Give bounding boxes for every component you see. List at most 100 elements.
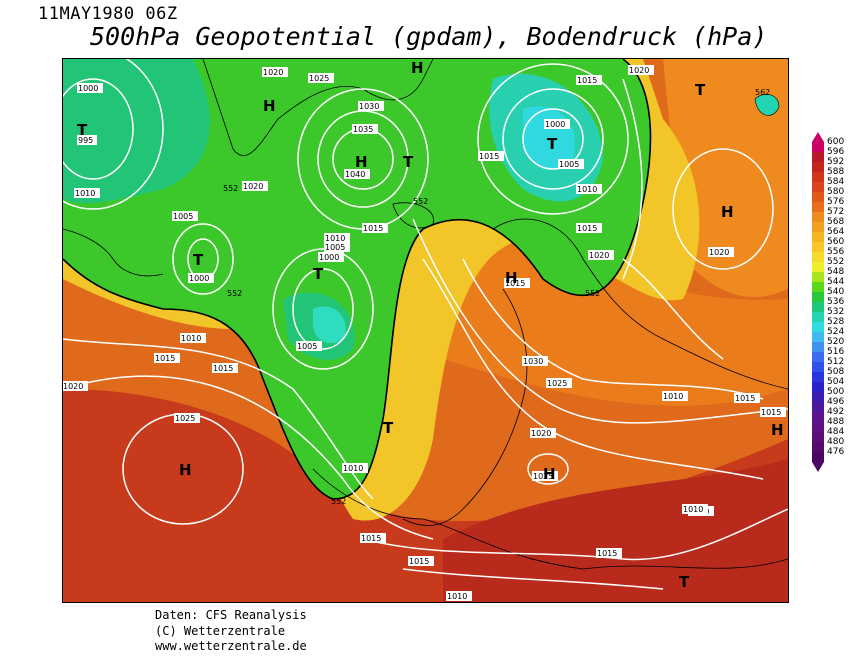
- pressure-center-low: T: [313, 265, 324, 283]
- colorbar-step: [812, 232, 824, 242]
- credits-data-source: Daten: CFS Reanalysis: [155, 608, 307, 622]
- pressure-center-high: H: [179, 461, 192, 479]
- contour-label: 1020: [629, 66, 649, 75]
- contour-label: 1005: [297, 342, 317, 351]
- colorbar-label: 488: [827, 417, 845, 427]
- colorbar-step: [812, 152, 824, 162]
- colorbar-step: [812, 332, 824, 342]
- contour-label: 1010: [343, 464, 363, 473]
- colorbar-top-arrow: [812, 132, 824, 142]
- colorbar-label: 556: [827, 247, 845, 257]
- colorbar-step: [812, 382, 824, 392]
- small-contour-label: 562: [755, 88, 770, 97]
- colorbar-label: 484: [827, 427, 845, 437]
- colorbar-label: 592: [827, 157, 845, 167]
- contour-label: 995: [78, 136, 93, 145]
- colorbar-label: 516: [827, 347, 845, 357]
- colorbar-step: [812, 342, 824, 352]
- pressure-center-high: H: [411, 59, 424, 77]
- colorbar-step: [812, 432, 824, 442]
- colorbar-step: [812, 292, 824, 302]
- colorbar-label: 536: [827, 297, 845, 307]
- contour-label: 1000: [78, 84, 98, 93]
- contour-label: 1020: [243, 182, 263, 191]
- contour-label: 1005: [559, 160, 579, 169]
- credits-copyright: (C) Wetterzentrale: [155, 623, 286, 638]
- colorbar-step: [812, 162, 824, 172]
- contour-label: 1040: [345, 170, 365, 179]
- colorbar-label: 532: [827, 307, 845, 317]
- colorbar-step: [812, 222, 824, 232]
- contour-label: 1000: [319, 253, 339, 262]
- colorbar-label: 508: [827, 367, 845, 377]
- contour-label: 1015: [735, 394, 755, 403]
- map-datetime: 11MAY1980 06Z: [38, 4, 178, 24]
- colorbar-label: 512: [827, 357, 845, 367]
- colorbar-label: 524: [827, 327, 845, 337]
- colorbar-label: 552: [827, 257, 845, 267]
- contour-552-label: 552: [223, 184, 238, 193]
- contour-label: 1010: [683, 505, 703, 514]
- colorbar-label: 564: [827, 227, 845, 237]
- contour-label: 1015: [505, 279, 525, 288]
- contour-label: 1020: [531, 429, 551, 438]
- colorbar-label: 584: [827, 177, 845, 187]
- colorbar-step: [812, 182, 824, 192]
- colorbar-step: [812, 442, 824, 452]
- contour-label: 1015: [361, 534, 381, 543]
- contour-label: 1020: [63, 382, 83, 391]
- colorbar-label: 520: [827, 337, 845, 347]
- contour-552-label: 552: [331, 497, 346, 506]
- pressure-center-low: T: [679, 573, 690, 591]
- contour-label: 1015: [409, 557, 429, 566]
- pressure-center-low: T: [193, 251, 204, 269]
- contour-label: 1015: [761, 408, 781, 417]
- colorbar-label: 600: [827, 137, 845, 147]
- colorbar-step: [812, 252, 824, 262]
- colorbar-label: 596: [827, 147, 845, 157]
- pressure-center-high: H: [543, 465, 556, 483]
- colorbar-label: 576: [827, 197, 845, 207]
- colorbar-label: 544: [827, 277, 845, 287]
- contour-label: 1005: [325, 243, 345, 252]
- contour-label: 1015: [577, 76, 597, 85]
- colorbar-step: [812, 322, 824, 332]
- colorbar-labels: 600 596 592 588 584 580 576 572 568 564 560 556 552 5…: [827, 137, 844, 457]
- colorbar-step: [812, 422, 824, 432]
- contour-label-group: 1000 995 1010 1005 1000 1010 1015 1020 1…: [63, 65, 786, 601]
- colorbar-label: 580: [827, 187, 845, 197]
- colorbar: [812, 132, 824, 472]
- colorbar-step: [812, 352, 824, 362]
- colorbar-step: [812, 302, 824, 312]
- pressure-center-low: T: [547, 135, 558, 153]
- pressure-center-low: T: [403, 153, 414, 171]
- colorbar-step: [812, 452, 824, 462]
- colorbar-step: [812, 372, 824, 382]
- colorbar-step: [812, 282, 824, 292]
- contour-label: 1025: [175, 414, 195, 423]
- pressure-center-high: H: [355, 153, 368, 171]
- map-title: 500hPa Geopotential (gpdam), Bodendruck …: [90, 22, 768, 51]
- contour-label: 1015: [363, 224, 383, 233]
- contour-label: 1015: [213, 364, 233, 373]
- contour-552-label: 552: [227, 289, 242, 298]
- pressure-center-high: H: [263, 97, 276, 115]
- contour-label: 1010: [663, 392, 683, 401]
- colorbar-label: 528: [827, 317, 845, 327]
- pressure-center-high: H: [771, 421, 784, 439]
- colorbar-bottom-arrow: [812, 462, 824, 472]
- colorbar-step: [812, 262, 824, 272]
- colorbar-label: 588: [827, 167, 845, 177]
- pressure-center-low: T: [383, 419, 394, 437]
- contour-label: 1000: [189, 274, 209, 283]
- credits: Daten: CFS Reanalysis (C) Wetterzentrale…: [155, 608, 307, 655]
- contour-label: 1015: [577, 224, 597, 233]
- credits-url: www.wetterzentrale.de: [155, 639, 307, 653]
- colorbar-label: 504: [827, 377, 845, 387]
- pressure-center-low: T: [695, 81, 706, 99]
- colorbar-step: [812, 212, 824, 222]
- contour-label: 1030: [359, 102, 379, 111]
- contour-label: 1015: [155, 354, 175, 363]
- colorbar-step: [812, 272, 824, 282]
- colorbar-label: 572: [827, 207, 845, 217]
